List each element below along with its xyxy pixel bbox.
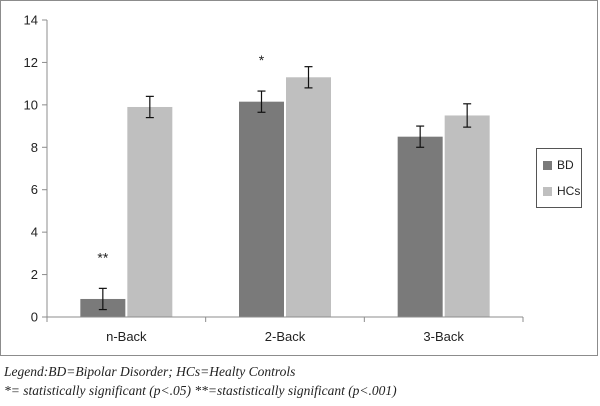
x-axis: n-Back 2-Back 3-Back (46, 316, 524, 344)
legend-label-bd: BD (557, 158, 574, 172)
bar-bd (397, 136, 443, 317)
y-tick-label: 10 (24, 97, 38, 112)
y-tick-label: 12 (24, 55, 38, 70)
y-tick-label: 8 (31, 140, 38, 155)
x-category-label: 2-Back (265, 329, 306, 344)
x-category-label: 3-Back (423, 329, 464, 344)
caption-legend-line: Legend:BD=Bipolar Disorder; HCs=Healty C… (4, 364, 296, 379)
legend-item-hcs: HCs (543, 184, 580, 198)
significance-marker: ** (97, 249, 108, 265)
y-tick-label: 6 (31, 182, 38, 197)
y-tick-label: 2 (31, 267, 38, 282)
y-tick-label: 0 (31, 310, 38, 325)
legend-swatch-bd (543, 160, 552, 170)
bar-hcs (286, 77, 331, 318)
bar-hcs (444, 115, 490, 317)
y-tick-label: 4 (31, 225, 38, 240)
significance-marker: * (259, 52, 265, 68)
y-axis: 0 2 4 6 8 10 12 14 (24, 13, 48, 325)
chart-frame: 0 2 4 6 8 10 12 14 ** * n-Back 2-Back 3-Back BD HC… (0, 0, 598, 356)
y-tick-label: 14 (24, 13, 38, 28)
bars: *** (80, 52, 490, 318)
x-category-label: n-Back (106, 329, 147, 344)
caption-significance-line: *= statistically significant (p<.05) **=… (4, 383, 397, 398)
figure-caption: Legend:BD=Bipolar Disorder; HCs=Healty C… (4, 362, 596, 400)
legend-item-bd: BD (543, 158, 574, 172)
legend-label-hcs: HCs (557, 184, 581, 198)
legend-swatch-hcs (543, 186, 552, 196)
bar-bd (239, 101, 284, 317)
bar-hcs (127, 106, 173, 317)
legend: BD HCs (536, 148, 582, 208)
